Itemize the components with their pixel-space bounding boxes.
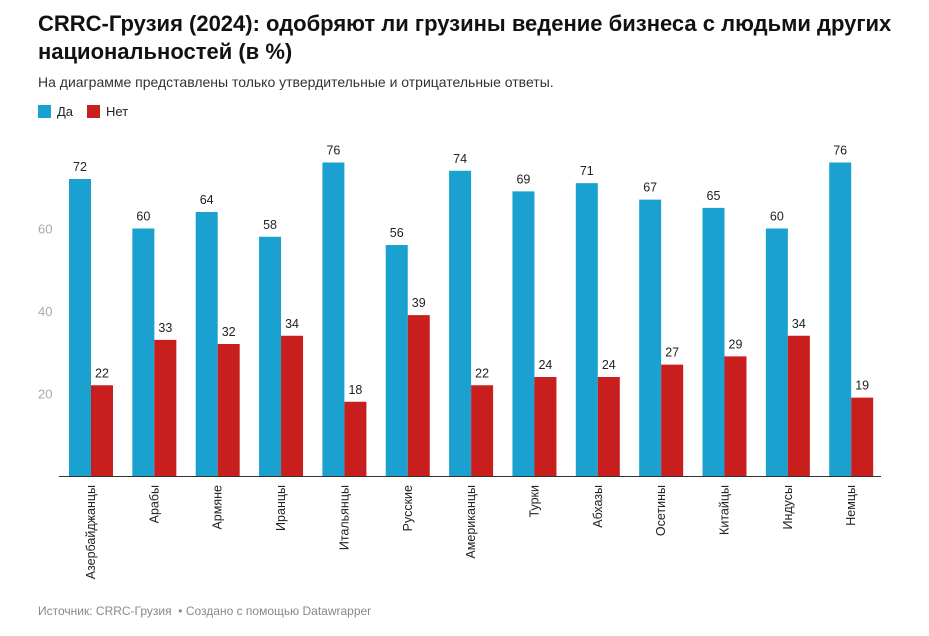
data-label: 76 (833, 144, 847, 158)
data-label: 32 (222, 325, 236, 339)
data-label: 24 (538, 358, 552, 372)
bar-yes (259, 236, 282, 476)
legend-item-yes: Да (38, 104, 73, 119)
y-tick-label: 20 (38, 387, 52, 402)
data-label: 64 (200, 193, 214, 207)
legend-swatch-no (87, 105, 101, 118)
y-tick-label: 60 (38, 222, 52, 237)
data-label: 76 (326, 144, 340, 158)
x-tick-label: Китайцы (718, 485, 732, 535)
bar-yes (322, 162, 345, 476)
bar-yes (385, 245, 408, 476)
bar-yes (702, 207, 725, 476)
legend-item-no: Нет (87, 104, 128, 119)
legend-label-yes: Да (57, 104, 74, 119)
data-label: 22 (475, 366, 489, 380)
bar-yes (765, 228, 788, 476)
legend-label-no: Нет (106, 104, 129, 119)
credit-note: • Создано с помощью Datawrapper (178, 604, 372, 618)
bar-no (597, 377, 620, 476)
x-tick-label: Арабы (147, 485, 161, 523)
bar-no (661, 364, 684, 476)
bar-no (724, 356, 747, 476)
data-label: 58 (263, 218, 277, 232)
data-label: 71 (580, 164, 594, 178)
x-tick-label: Абхазы (591, 485, 605, 528)
data-label: 34 (792, 317, 806, 331)
y-tick-label: 40 (38, 304, 52, 319)
x-tick-label: Турки (527, 485, 541, 517)
bar-no (471, 385, 494, 476)
bar-yes (512, 191, 535, 476)
footer: Источник: CRRC-Грузия • Создано с помощь… (38, 604, 371, 618)
x-tick-label: Осетины (654, 485, 668, 536)
bar-yes (69, 179, 91, 476)
bar-no (154, 339, 177, 476)
data-label: 65 (707, 189, 721, 203)
data-label: 29 (729, 337, 743, 351)
data-label: 33 (158, 321, 172, 335)
data-label: 39 (412, 296, 426, 310)
bar-yes (195, 212, 218, 476)
bar-yes (829, 162, 852, 476)
data-label: 60 (136, 210, 150, 224)
data-label: 56 (390, 226, 404, 240)
legend-swatch-yes (38, 105, 51, 118)
x-tick-label: Азербайджанцы (84, 485, 98, 579)
data-label: 24 (602, 358, 616, 372)
data-label: 34 (285, 317, 299, 331)
x-tick-label: Индусы (781, 485, 795, 530)
bar-no (217, 344, 240, 476)
source-note: Источник: CRRC-Грузия (38, 604, 172, 618)
bar-no (851, 397, 874, 476)
data-label: 27 (665, 346, 679, 360)
x-tick-label: Иранцы (274, 485, 288, 531)
data-label: 18 (348, 383, 362, 397)
bar-no (91, 385, 113, 476)
bar-yes (132, 228, 155, 476)
bar-no (344, 401, 367, 476)
chart-title: CRRC-Грузия (2024): одобряют ли грузины … (38, 11, 892, 64)
bar-yes (575, 183, 598, 476)
x-tick-label: Немцы (844, 485, 858, 526)
chart-subtitle: На диаграмме представлены только утверди… (38, 74, 554, 90)
bar-yes (639, 199, 662, 476)
data-label: 19 (855, 379, 869, 393)
data-label: 74 (453, 152, 467, 166)
bar-no (787, 335, 810, 476)
x-tick-label: Итальянцы (337, 485, 351, 550)
x-tick-label: Американцы (464, 485, 478, 559)
x-tick-label: Русские (401, 485, 415, 531)
data-label: 72 (73, 160, 87, 174)
data-label: 60 (770, 210, 784, 224)
data-label: 22 (95, 366, 109, 380)
bar-yes (449, 170, 472, 476)
bar-no (407, 315, 430, 476)
data-label: 67 (643, 181, 657, 195)
legend: Да Нет (38, 104, 128, 119)
bar-no (534, 377, 557, 476)
data-label: 69 (516, 172, 530, 186)
bar-no (281, 335, 304, 476)
x-tick-label: Армяне (211, 485, 225, 530)
